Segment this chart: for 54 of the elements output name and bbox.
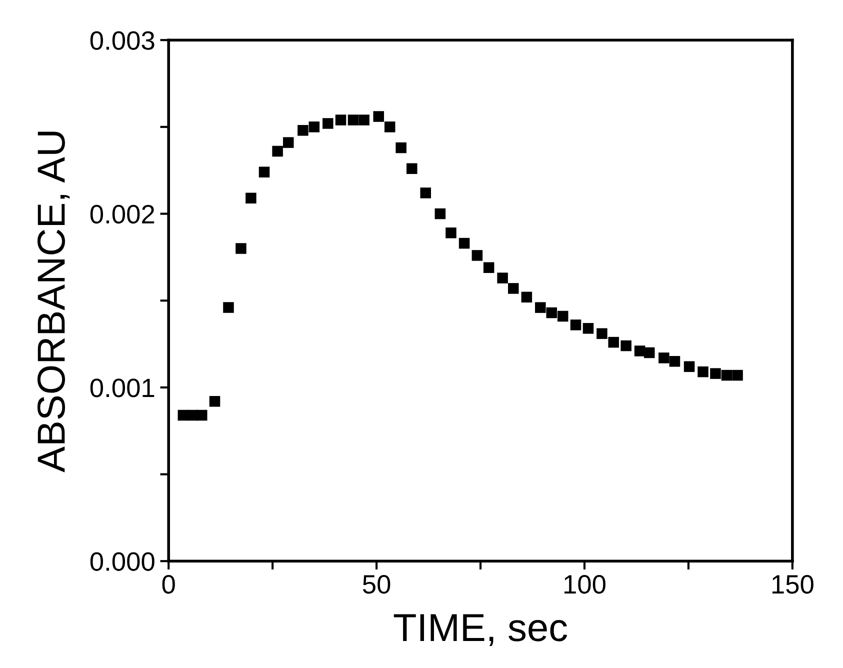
point	[608, 336, 619, 348]
x-tick-label: 150	[772, 575, 814, 594]
point	[546, 307, 558, 318]
point	[684, 361, 695, 372]
point	[721, 370, 732, 381]
point	[535, 302, 546, 313]
point	[308, 122, 320, 132]
point	[223, 302, 234, 313]
point	[322, 118, 334, 129]
y-tick-label: 0.002	[90, 204, 154, 224]
point	[620, 340, 632, 352]
point	[521, 292, 532, 303]
point	[246, 192, 256, 204]
point	[196, 410, 208, 421]
y-tick-label: 0.000	[90, 552, 154, 571]
point	[209, 396, 220, 407]
point	[472, 250, 483, 261]
y-tick-label: 0.001	[90, 378, 154, 398]
point	[373, 111, 384, 122]
x-tick-label: 100	[564, 575, 606, 594]
point	[497, 272, 508, 284]
x-axis-title: TIME, sec	[394, 614, 567, 646]
x-tick-label: 50	[362, 575, 390, 594]
y-tick-label: 0.003	[90, 31, 154, 50]
point	[335, 114, 346, 126]
point	[358, 114, 370, 126]
point	[570, 320, 582, 330]
point	[508, 283, 519, 294]
point	[557, 310, 568, 322]
point	[298, 125, 308, 136]
point	[272, 146, 283, 157]
point	[384, 122, 396, 132]
point	[732, 370, 743, 381]
y-axis-title: ABSORBANCE, AU	[37, 132, 70, 472]
point	[446, 227, 456, 238]
point	[483, 262, 494, 273]
point	[258, 166, 270, 178]
point	[396, 142, 406, 154]
x-tick-label: 0	[162, 575, 175, 594]
point	[282, 137, 294, 148]
point	[669, 356, 680, 367]
point	[644, 347, 655, 358]
point	[236, 243, 246, 254]
point	[420, 188, 431, 198]
point	[596, 328, 608, 339]
point	[582, 323, 594, 334]
point	[458, 238, 470, 249]
point	[406, 163, 418, 174]
point	[658, 352, 670, 364]
point	[348, 114, 359, 126]
point	[434, 208, 446, 220]
point	[710, 368, 721, 379]
point	[634, 346, 646, 356]
point	[698, 366, 708, 378]
